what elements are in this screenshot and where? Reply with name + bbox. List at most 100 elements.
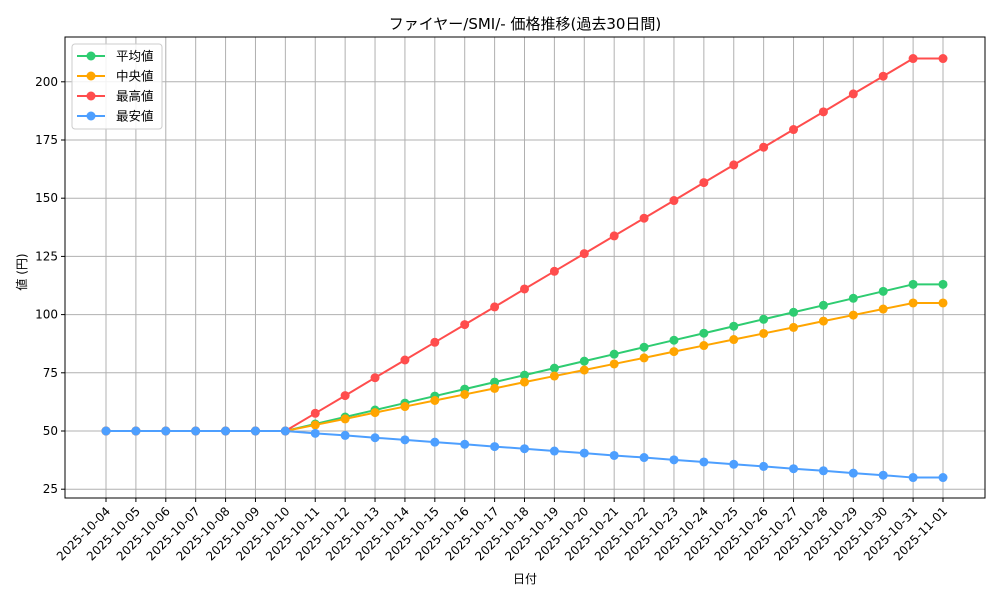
data-point	[460, 439, 470, 449]
y-axis-label: 値 (円)	[14, 253, 29, 290]
data-point	[549, 371, 559, 381]
data-point	[579, 448, 589, 458]
y-tick-label: 75	[43, 366, 58, 380]
data-point	[789, 307, 799, 317]
legend-marker-icon	[86, 71, 96, 81]
data-point	[549, 266, 559, 276]
series-lines	[101, 54, 948, 483]
data-point	[191, 426, 201, 436]
data-point	[729, 335, 739, 345]
data-point	[669, 455, 679, 465]
plot-frame	[64, 36, 986, 499]
data-point	[818, 107, 828, 117]
data-point	[669, 196, 679, 206]
data-point	[669, 347, 679, 357]
data-point	[759, 461, 769, 471]
y-tick-label: 125	[35, 249, 58, 263]
data-point	[699, 328, 709, 338]
data-point	[639, 353, 649, 363]
data-point	[729, 160, 739, 170]
data-point	[370, 408, 380, 418]
legend-item: 最安値	[77, 109, 154, 124]
data-point	[370, 373, 380, 383]
data-point	[878, 304, 888, 314]
data-point	[908, 54, 918, 64]
chart-title: ファイヤー/SMI/- 価格推移(過去30日間)	[389, 15, 662, 33]
data-point	[669, 335, 679, 345]
data-point	[490, 383, 500, 393]
data-point	[908, 298, 918, 308]
data-point	[789, 464, 799, 474]
data-point	[310, 428, 320, 438]
legend-marker-icon	[86, 111, 96, 121]
legend-item: 平均値	[77, 49, 154, 64]
data-point	[430, 337, 440, 347]
data-point	[818, 300, 828, 310]
data-point	[250, 426, 260, 436]
data-point	[430, 396, 440, 406]
data-point	[579, 365, 589, 375]
y-tick-label: 200	[35, 75, 58, 89]
data-point	[848, 310, 858, 320]
data-point	[699, 341, 709, 351]
data-point	[639, 213, 649, 223]
data-point	[460, 389, 470, 399]
data-point	[908, 279, 918, 289]
legend-item: 中央値	[77, 69, 154, 84]
legend-box	[71, 43, 163, 130]
data-point	[400, 435, 410, 445]
data-point	[759, 314, 769, 324]
data-point	[490, 302, 500, 312]
data-point	[699, 178, 709, 188]
data-point	[639, 453, 649, 463]
data-point	[400, 402, 410, 412]
data-point	[221, 426, 231, 436]
y-tick-label: 25	[43, 482, 58, 496]
data-point	[938, 54, 948, 64]
data-point	[370, 433, 380, 443]
data-point	[340, 414, 350, 424]
data-point	[490, 442, 500, 452]
data-point	[579, 356, 589, 366]
data-point	[609, 359, 619, 369]
legend-marker-icon	[86, 51, 96, 61]
series-最安値	[101, 426, 948, 483]
data-point	[609, 231, 619, 241]
data-point	[878, 71, 888, 81]
data-point	[878, 286, 888, 296]
data-point	[938, 298, 948, 308]
data-point	[729, 459, 739, 469]
data-point	[729, 321, 739, 331]
data-point	[490, 377, 500, 387]
data-point	[848, 89, 858, 99]
data-point	[759, 142, 769, 152]
data-point	[848, 468, 858, 478]
data-point	[520, 284, 529, 294]
data-point	[759, 328, 769, 338]
data-point	[609, 349, 619, 359]
y-tick-label: 175	[35, 133, 58, 147]
legend-item: 最高値	[77, 89, 154, 104]
legend-label: 最高値	[116, 89, 154, 104]
data-point	[609, 450, 619, 460]
x-axis-label: 日付	[513, 572, 537, 586]
y-tick-label: 100	[35, 308, 58, 322]
data-point	[340, 391, 350, 401]
legend-label: 中央値	[116, 69, 154, 84]
legend-label: 平均値	[116, 49, 154, 64]
grid	[65, 37, 985, 498]
data-point	[699, 457, 709, 467]
data-point	[460, 320, 470, 330]
data-point	[280, 426, 290, 436]
data-point	[818, 316, 828, 326]
data-point	[878, 470, 888, 480]
data-point	[908, 473, 918, 483]
data-point	[310, 408, 320, 418]
y-tick-label: 150	[35, 191, 58, 205]
data-point	[310, 420, 320, 430]
y-tick-label: 50	[43, 424, 58, 438]
data-point	[938, 473, 948, 483]
data-point	[101, 426, 111, 436]
